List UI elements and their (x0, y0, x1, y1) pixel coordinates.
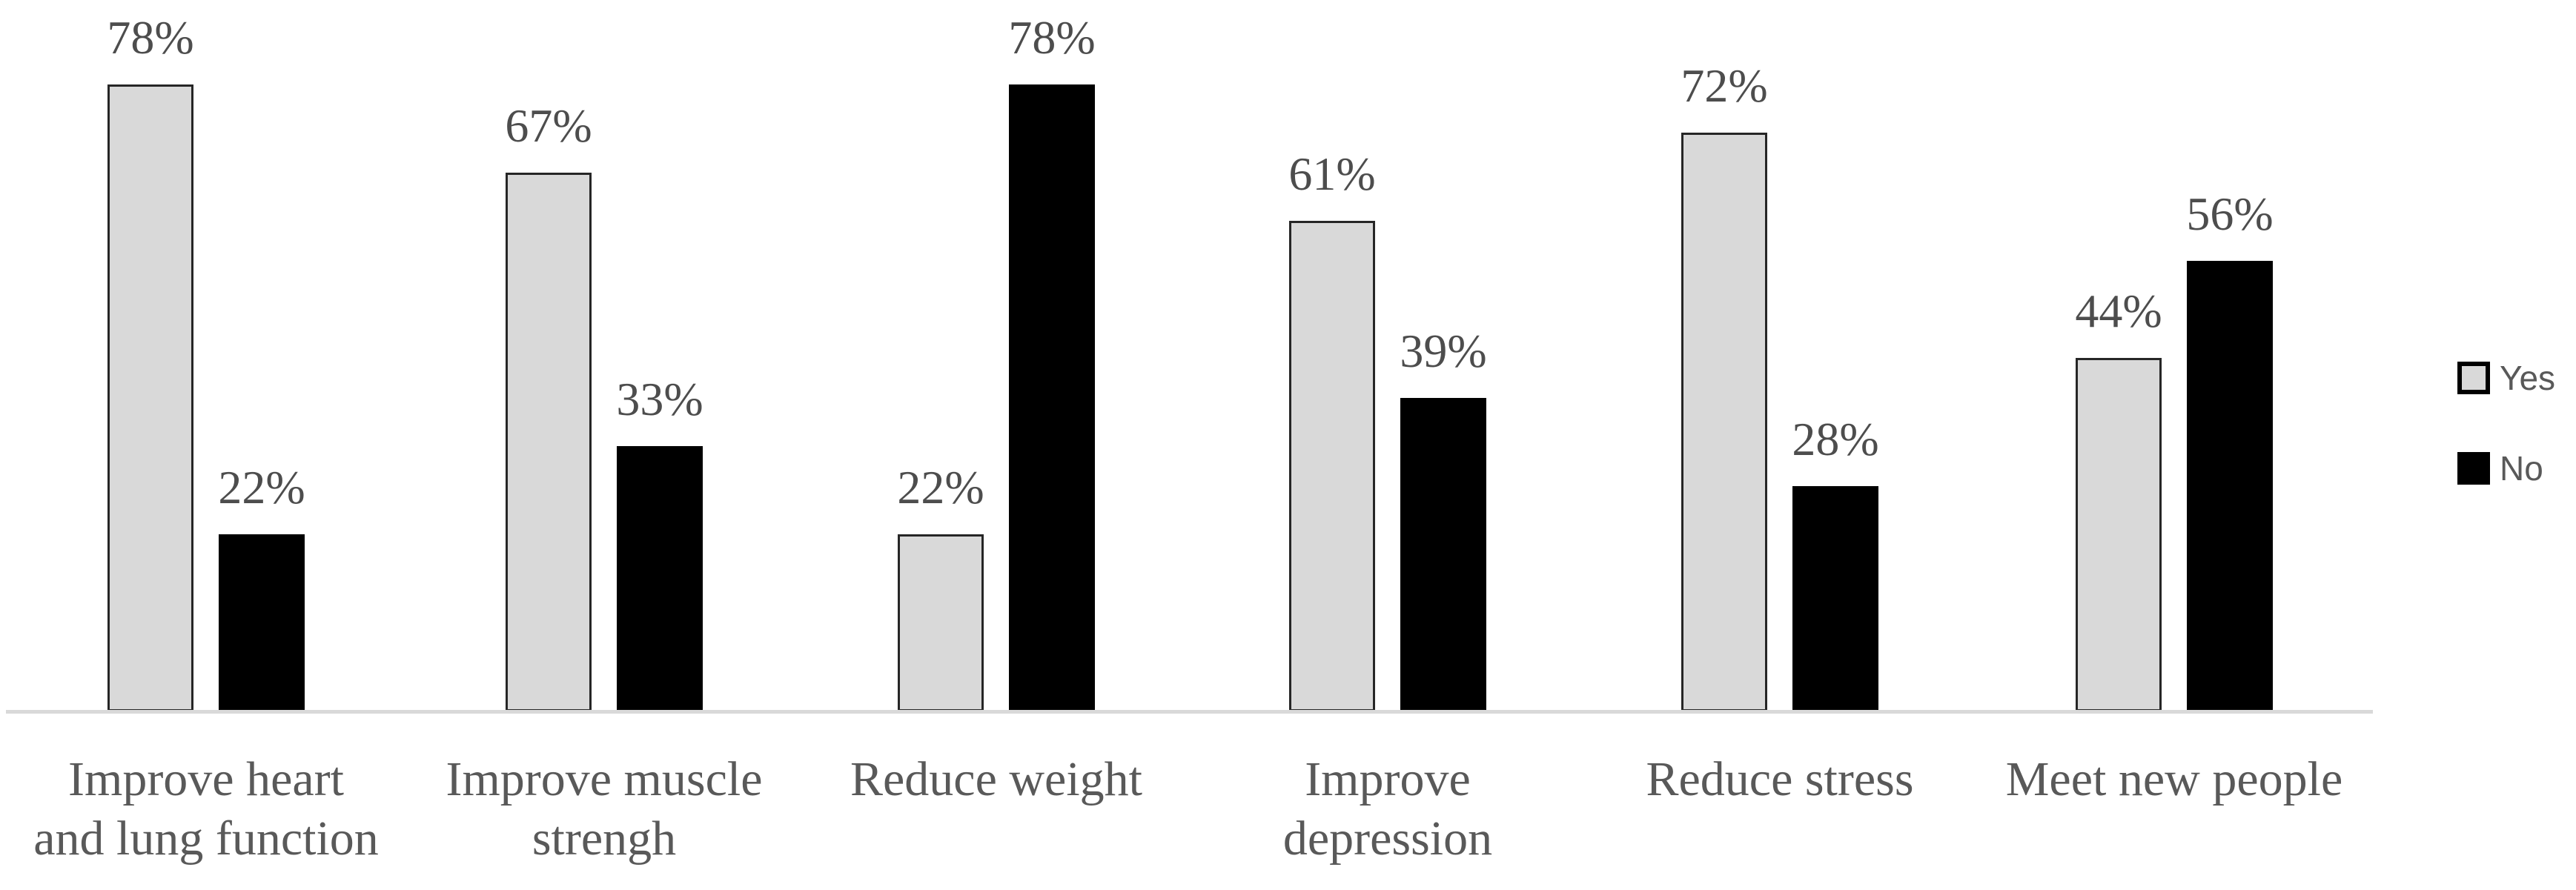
bar-yes-5 (1681, 133, 1767, 711)
data-label-yes-1: 78% (107, 11, 194, 64)
bar-no-1 (219, 534, 305, 711)
category-label-line: Meet new people (2005, 752, 2343, 806)
category-label-5: Reduce stress (1572, 750, 1987, 809)
category-label-line: and lung function (33, 811, 379, 866)
category-label-3: Reduce weight (789, 750, 1204, 809)
legend-item-no: No (2457, 451, 2543, 486)
data-label-yes-5: 72% (1681, 59, 1768, 112)
data-label-no-2: 33% (616, 373, 703, 425)
bar-yes-4 (1289, 221, 1375, 711)
data-label-yes-4: 61% (1288, 147, 1376, 200)
bar-yes-3 (898, 534, 984, 711)
category-label-line: Improve (1305, 752, 1471, 806)
data-label-no-4: 39% (1400, 325, 1487, 377)
data-label-yes-3: 22% (897, 461, 984, 514)
legend-swatch-yes-icon (2457, 362, 2490, 394)
category-label-line: depression (1282, 811, 1493, 866)
legend-item-yes: Yes (2457, 360, 2555, 396)
legend-label-yes: Yes (2500, 359, 2556, 397)
category-label-4: Improve depression (1180, 750, 1595, 869)
data-label-no-1: 22% (218, 461, 305, 514)
category-label-line: Reduce stress (1646, 752, 1914, 806)
category-label-line: Improve muscle (446, 752, 763, 806)
bar-no-4 (1400, 398, 1486, 711)
legend-label-no: No (2500, 449, 2543, 488)
category-label-line: Reduce weight (850, 752, 1143, 806)
data-label-no-6: 56% (2186, 187, 2274, 240)
bar-yes-2 (506, 173, 592, 711)
data-label-no-3: 78% (1008, 11, 1096, 64)
x-axis-line (6, 710, 2373, 714)
category-label-line: Improve heart (68, 752, 344, 806)
data-label-yes-2: 67% (505, 99, 592, 152)
data-label-yes-6: 44% (2075, 285, 2162, 337)
data-label-no-5: 28% (1792, 413, 1879, 465)
bar-yes-6 (2076, 358, 2162, 711)
category-label-1: Improve heart and lung function (0, 750, 414, 869)
bar-no-5 (1792, 486, 1878, 711)
legend-swatch-no-icon (2457, 452, 2490, 485)
bar-yes-1 (107, 84, 193, 711)
bar-no-6 (2187, 261, 2273, 711)
category-label-line: strengh (532, 811, 677, 866)
bar-no-2 (617, 446, 703, 711)
legend: Yes No (2457, 0, 2576, 890)
category-label-6: Meet new people (1967, 750, 2382, 809)
category-label-2: Improve muscle strengh (397, 750, 812, 869)
bar-no-3 (1009, 84, 1095, 711)
